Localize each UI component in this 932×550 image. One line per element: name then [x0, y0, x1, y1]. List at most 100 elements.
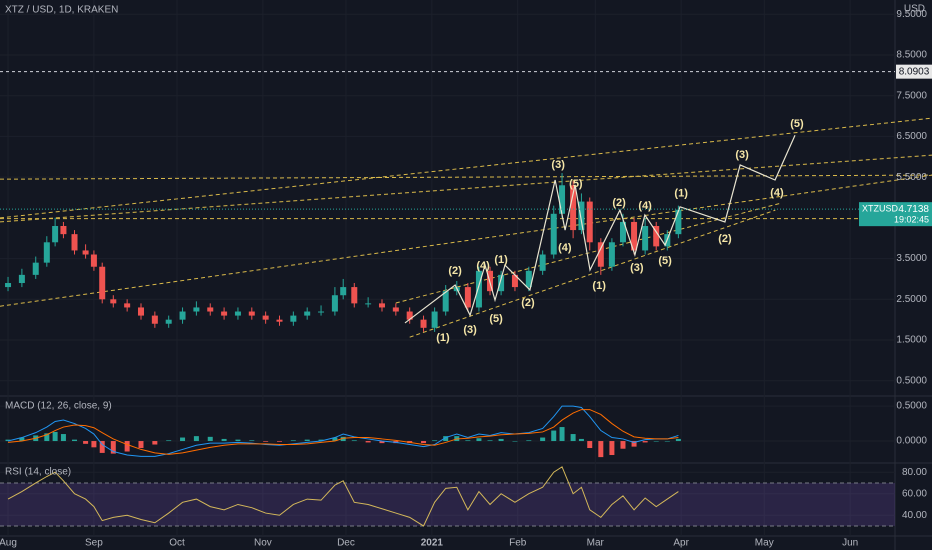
candle-body	[18, 274, 25, 284]
macd-histogram-bar	[675, 438, 681, 442]
wave-label: (5)	[790, 118, 804, 130]
macd-histogram-bar	[351, 440, 357, 442]
macd-histogram-bar	[332, 437, 338, 442]
candle-body	[193, 307, 200, 312]
candle-body	[406, 311, 413, 320]
candle-body	[525, 270, 532, 288]
candle-body	[378, 303, 385, 308]
macd-histogram-bar	[235, 439, 241, 442]
macd-histogram-bar	[263, 441, 269, 442]
macd-histogram-bar	[193, 436, 199, 442]
x-tick-label: Oct	[169, 538, 185, 549]
candle-body	[248, 311, 255, 316]
rsi-title: RSI (14, close)	[5, 467, 71, 478]
trend-line	[0, 117, 932, 219]
wave-label: (4)	[476, 260, 490, 272]
wave-label: (5)	[658, 255, 672, 267]
candle-body	[165, 319, 172, 324]
macd-histogram-bar	[476, 438, 482, 442]
wave-label: (2)	[448, 265, 462, 277]
macd-histogram-bar	[72, 439, 78, 442]
wave-label: (3)	[630, 262, 644, 274]
candle-body	[318, 311, 325, 313]
candle-body	[570, 185, 577, 231]
macd-histogram-bar	[465, 440, 471, 442]
candle-body	[124, 303, 131, 308]
candle-body	[304, 311, 311, 316]
y-tick-label: 0.0000	[896, 436, 927, 447]
candle-body	[464, 287, 471, 308]
candle-body	[179, 311, 186, 320]
trend-line	[395, 202, 781, 304]
macd-histogram-bar	[5, 439, 11, 442]
candle-body	[475, 270, 482, 308]
candle-body	[631, 221, 638, 251]
candle-body	[99, 266, 106, 300]
candle-body	[550, 213, 557, 255]
wave-label: (4)	[558, 242, 572, 254]
macd-histogram-bar	[664, 441, 670, 442]
macd-histogram-bar	[110, 441, 116, 454]
candle-body	[82, 250, 89, 255]
wave-label: (1)	[436, 332, 450, 344]
y-tick-label: 0.5000	[896, 401, 927, 412]
macd-histogram-bar	[249, 440, 255, 442]
y-tick-label: 8.5000	[896, 50, 927, 61]
trend-line	[0, 174, 932, 307]
macd-histogram-bar	[340, 436, 346, 442]
x-tick-label: Dec	[337, 538, 355, 549]
x-tick-label: 2021	[421, 538, 444, 549]
wave-label: (4)	[770, 187, 784, 199]
y-tick-label: 60.00	[902, 488, 927, 499]
y-tick-label: 2.5000	[896, 294, 927, 305]
candle-body	[559, 185, 566, 214]
macd-histogram-bar	[138, 441, 144, 449]
macd-histogram-bar	[498, 438, 504, 442]
candle-body	[619, 221, 626, 243]
y-tick-label: 6.5000	[896, 131, 927, 142]
currency: USD	[904, 4, 925, 15]
candle-body	[431, 311, 438, 328]
y-tick-label: 9.5000	[896, 9, 927, 20]
candle-body	[511, 274, 518, 288]
macd-histogram-bar	[551, 430, 557, 442]
macd-histogram-bar	[166, 440, 172, 442]
signal-line	[7, 409, 679, 455]
trend-line	[0, 154, 932, 223]
candle-body	[642, 226, 649, 251]
wave-label: (3)	[551, 159, 565, 171]
x-tick-label: Sep	[85, 538, 103, 549]
level-label-bg	[896, 64, 932, 79]
candle-body	[221, 311, 228, 316]
wave-label: (5)	[569, 178, 583, 190]
candle-body	[578, 201, 585, 231]
macd-histogram-bar	[631, 441, 637, 447]
macd-histogram-bar	[620, 441, 626, 449]
candle-body	[32, 262, 39, 275]
trend-line	[409, 209, 776, 338]
macd-histogram-bar	[276, 441, 282, 442]
candle-body	[234, 311, 241, 316]
macd-histogram-bar	[52, 431, 58, 442]
candle-body	[137, 307, 144, 316]
candle-body	[420, 319, 427, 328]
candle-body	[60, 226, 67, 235]
macd-histogram-bar	[443, 436, 449, 442]
candle-body	[262, 315, 269, 320]
candle-body	[608, 242, 615, 267]
x-tick-label: Nov	[254, 538, 272, 549]
candle-body	[90, 254, 97, 267]
x-tick-label: Apr	[673, 538, 689, 549]
macd-histogram-bar	[642, 441, 648, 443]
macd-histogram-bar	[83, 441, 89, 444]
wave-label: (4)	[638, 200, 652, 212]
plot	[0, 71, 932, 527]
x-tick-label: Jun	[842, 538, 858, 549]
macd-histogram-bar	[91, 441, 97, 448]
macd-histogram-bar	[318, 439, 324, 442]
symbol-label: XTZUSD	[862, 204, 899, 214]
wave-label: (1)	[592, 280, 606, 292]
y-tick-label: 0.5000	[896, 375, 927, 386]
